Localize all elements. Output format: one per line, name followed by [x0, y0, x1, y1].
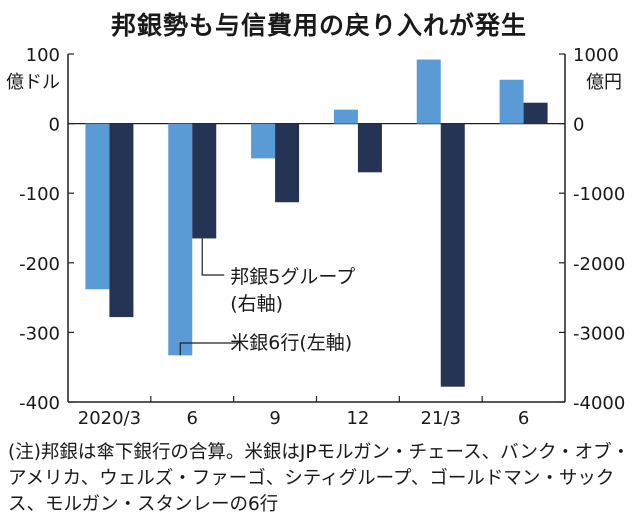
footnote: (注)邦銀は傘下銀行の合算。米銀はJPモルガン・チェース、バンク・オブ・アメリカ…	[8, 442, 631, 515]
right-tick-label: 0	[573, 115, 584, 136]
left-tick-label: 100	[26, 45, 60, 66]
x-tick-label: 6	[518, 408, 529, 429]
jp-callout-line	[201, 238, 225, 276]
x-tick-label: 9	[269, 408, 280, 429]
bar-jp-5	[523, 102, 548, 124]
bar-jp-3	[357, 123, 382, 173]
right-tick-label: -4000	[573, 393, 625, 414]
bar-us-5	[499, 79, 524, 124]
bar-us-3	[333, 109, 358, 124]
bar-us-4	[416, 59, 441, 124]
bar-us-0	[85, 123, 110, 290]
bar-jp-1	[192, 123, 217, 239]
left-tick-label: -400	[19, 393, 60, 414]
x-tick-label: 2020/3	[78, 408, 141, 429]
right-tick-label: -1000	[573, 184, 625, 205]
left-tick-label: -100	[19, 184, 60, 205]
right-tick-label: -3000	[573, 323, 625, 344]
chart-title: 邦銀勢も与信費用の戻り入れが発生	[110, 11, 527, 40]
jp-callout-label-2: (右軸)	[230, 293, 283, 315]
right-tick-label: 1000	[573, 45, 619, 66]
bar-jp-0	[109, 123, 134, 318]
us-callout-line	[179, 342, 239, 356]
us-callout-label: 米銀6行(左軸)	[230, 332, 352, 354]
bar-jp-2	[275, 123, 300, 203]
right-tick-label: -2000	[573, 254, 625, 275]
bar-jp-4	[440, 123, 465, 387]
x-tick-label: 12	[346, 408, 369, 429]
bar-us-1	[168, 123, 193, 356]
left-tick-label: 0	[49, 115, 60, 136]
jp-callout-label: 邦銀5グループ	[230, 266, 355, 288]
right-axis-unit: 億円	[586, 72, 622, 93]
left-tick-label: -300	[19, 323, 60, 344]
x-tick-label: 6	[187, 408, 198, 429]
x-tick-label: 21/3	[421, 408, 461, 429]
bar-us-2	[251, 123, 276, 159]
left-tick-label: -200	[19, 254, 60, 275]
left-axis-unit: 億ドル	[6, 72, 60, 93]
